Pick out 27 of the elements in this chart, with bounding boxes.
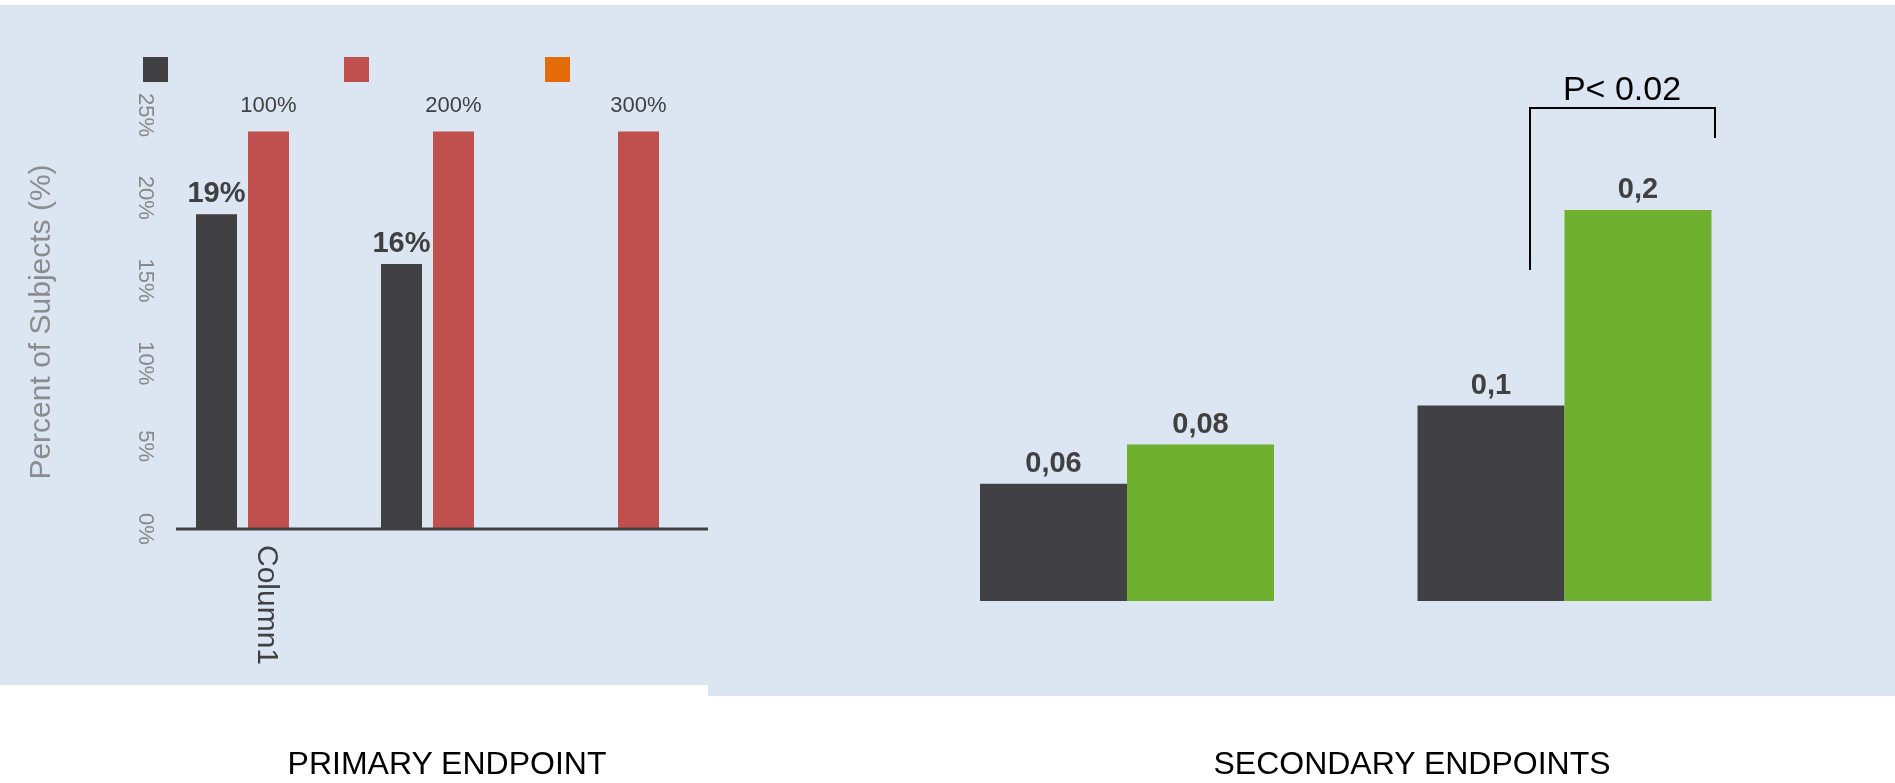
y-tick-label: 20% [133,175,159,220]
data-label: 16% [372,226,431,259]
data-label: 0,06 [1025,445,1082,478]
bar [618,131,659,529]
bar [433,131,474,529]
y-tick-label: 5% [133,430,159,463]
bar [248,131,289,529]
text: SECONDARY ENDPOINTS [1213,744,1611,782]
bar [1564,210,1712,601]
y-tick-label: 0% [133,513,159,545]
data-label: 19% [187,176,246,209]
text: P< 0.02 [1562,68,1682,108]
data-label: 0,1 [1470,367,1512,400]
annotation: 100% [240,91,297,117]
data-label: 0,2 [1617,172,1659,204]
data-label: 0,08 [1172,406,1229,439]
y-tick-label: 25% [133,92,159,138]
text: PRIMARY ENDPOINT [287,744,607,782]
bar [980,483,1127,601]
x-tick-label: Column1 [252,545,285,666]
bar [1127,444,1274,601]
annotation: 200% [425,91,482,117]
annotation: 300% [610,91,667,117]
bar [1417,405,1565,601]
y-tick-label: 10% [133,341,159,386]
y-axis-title: Percent of Subjects (%) [23,164,57,480]
y-tick-label: 15% [133,258,159,303]
